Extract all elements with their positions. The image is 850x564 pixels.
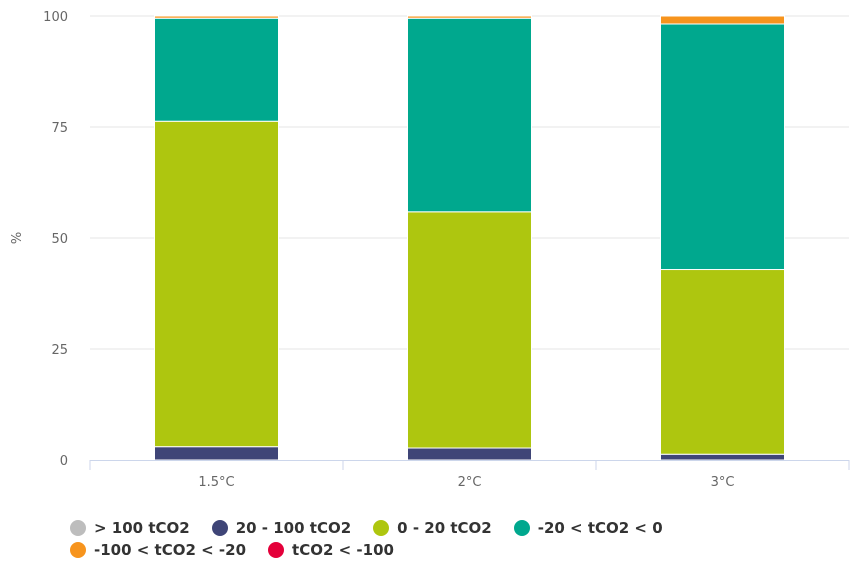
legend-label: -100 < tCO2 < -20 <box>94 541 247 559</box>
legend-row: > 100 tCO2 20 - 100 tCO2 0 - 20 tCO2 -20 < … <box>70 517 830 539</box>
legend-dot-icon <box>70 520 86 536</box>
legend-item[interactable]: tCO2 < -100 <box>268 541 394 559</box>
legend-item[interactable]: -100 < tCO2 < -20 <box>70 541 246 559</box>
x-tick-label: 1.5°C <box>198 475 234 490</box>
y-axis: 0 25 50 75 100 <box>43 10 68 469</box>
legend-label: 20 - 100 tCO2 <box>235 519 352 537</box>
bar-segment[interactable] <box>154 15 279 19</box>
bar-segment[interactable] <box>407 447 532 461</box>
x-axis: 1.5°C 2°C 3°C <box>89 460 850 490</box>
legend-item[interactable]: -20 < tCO2 < 0 <box>513 519 663 537</box>
legend-item[interactable]: > 100 tCO2 <box>70 519 190 537</box>
bar-segment[interactable] <box>154 17 279 122</box>
legend-dot-icon <box>513 520 530 536</box>
bar-segment[interactable] <box>154 120 279 448</box>
legend-row: -100 < tCO2 < -20 tCO2 < -100 <box>70 539 830 561</box>
legend-dot-icon <box>211 520 228 536</box>
bar-segment[interactable] <box>407 15 532 19</box>
legend-dot-icon <box>70 542 86 558</box>
bar-segment[interactable] <box>154 446 279 461</box>
bar-segment[interactable] <box>660 23 785 271</box>
bars <box>154 15 785 461</box>
y-tick-label: 0 <box>60 454 68 469</box>
legend-dot-icon <box>268 542 285 558</box>
legend: > 100 tCO2 20 - 100 tCO2 0 - 20 tCO2 -20 < … <box>70 517 830 561</box>
y-tick-label: 25 <box>51 343 68 358</box>
bar-segment[interactable] <box>407 211 532 449</box>
legend-label: > 100 tCO2 <box>94 519 190 537</box>
y-tick-label: 100 <box>43 10 68 25</box>
legend-dot-icon <box>373 520 390 536</box>
bar-segment[interactable] <box>660 269 785 455</box>
bar-segment[interactable] <box>660 453 785 461</box>
legend-item[interactable]: 20 - 100 tCO2 <box>211 519 352 537</box>
y-axis-title: % <box>10 232 25 244</box>
legend-label: -20 < tCO2 < 0 <box>537 519 663 537</box>
x-tick-label: 3°C <box>711 475 735 490</box>
bar-segment[interactable] <box>407 17 532 213</box>
y-tick-label: 50 <box>51 232 68 247</box>
bar-segment[interactable] <box>660 15 785 25</box>
legend-label: tCO2 < -100 <box>292 541 394 559</box>
legend-item[interactable]: 0 - 20 tCO2 <box>373 519 492 537</box>
y-tick-label: 75 <box>51 121 68 136</box>
x-tick-label: 2°C <box>458 475 482 490</box>
legend-label: 0 - 20 tCO2 <box>397 519 492 537</box>
